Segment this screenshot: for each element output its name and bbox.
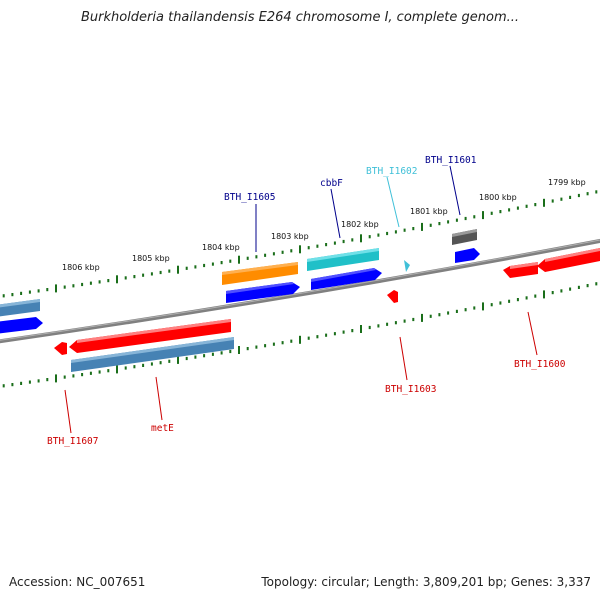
leader-bth-i1601 (449, 165, 461, 216)
kbp-label-1806: 1806 kbp (62, 263, 100, 272)
feature-left-upper-cds[interactable] (0, 317, 43, 334)
gene-label-cbbf[interactable]: cbbF (320, 178, 343, 189)
feature-mete-cds[interactable] (71, 337, 234, 372)
feature-bth-i1601-gene[interactable] (452, 229, 477, 245)
feature-bth-i1607-marker[interactable] (54, 342, 67, 355)
leader-bth-i1607 (64, 389, 72, 434)
leader-bth-i1600 (527, 311, 538, 356)
genome-title: Burkholderia thailandensis E264 chromoso… (80, 10, 520, 25)
kbp-label-1803: 1803 kbp (271, 232, 309, 241)
kbp-label-1799: 1799 kbp (548, 178, 586, 187)
gene-label-bth-i1602[interactable]: BTH_I1602 (366, 166, 417, 177)
kbp-label-1804: 1804 kbp (202, 243, 240, 252)
chromosome-backbone (0, 238, 600, 344)
kbp-label-1802: 1802 kbp (341, 220, 379, 229)
leader-bth-i1602 (386, 176, 400, 228)
feature-bth-i1600-gene-a[interactable] (503, 262, 538, 278)
gene-label-mete[interactable]: metE (151, 423, 174, 434)
lower-tick-row (2, 282, 598, 388)
feature-cbbf-gene[interactable] (307, 248, 379, 271)
feature-left-upper-gene[interactable] (0, 299, 40, 317)
topology-text: Topology: circular; Length: 3,809,201 bp… (261, 575, 591, 589)
upper-tick-row (2, 190, 598, 298)
leader-bth-i1603 (399, 336, 408, 381)
gene-label-bth-i1607[interactable]: BTH_I1607 (47, 436, 98, 447)
kbp-label-1800: 1800 kbp (479, 193, 517, 202)
kbp-label-1801: 1801 kbp (410, 207, 448, 216)
feature-bth-i1602-marker[interactable] (404, 260, 410, 272)
gene-label-bth-i1601[interactable]: BTH_I1601 (425, 155, 477, 166)
feature-bth-i1601-cds[interactable] (455, 248, 480, 263)
leader-mete (155, 376, 163, 421)
gene-label-bth-i1600[interactable]: BTH_I1600 (514, 359, 566, 370)
accession-text: Accession: NC_007651 (9, 575, 146, 589)
leader-cbbf (330, 188, 341, 239)
feature-mete-gene[interactable] (69, 319, 231, 353)
feature-bth-i1603-marker[interactable] (387, 290, 398, 303)
gene-label-bth-i1603[interactable]: BTH_I1603 (385, 384, 436, 395)
gene-label-bth-i1605[interactable]: BTH_I1605 (224, 192, 275, 203)
feature-bth-i1600-gene-b[interactable] (537, 247, 600, 272)
feature-bth-i1605-cds[interactable] (226, 282, 300, 303)
feature-cbbf-cds[interactable] (311, 268, 382, 290)
kbp-label-1805: 1805 kbp (132, 254, 170, 263)
feature-bth-i1605-gene[interactable] (222, 262, 298, 285)
